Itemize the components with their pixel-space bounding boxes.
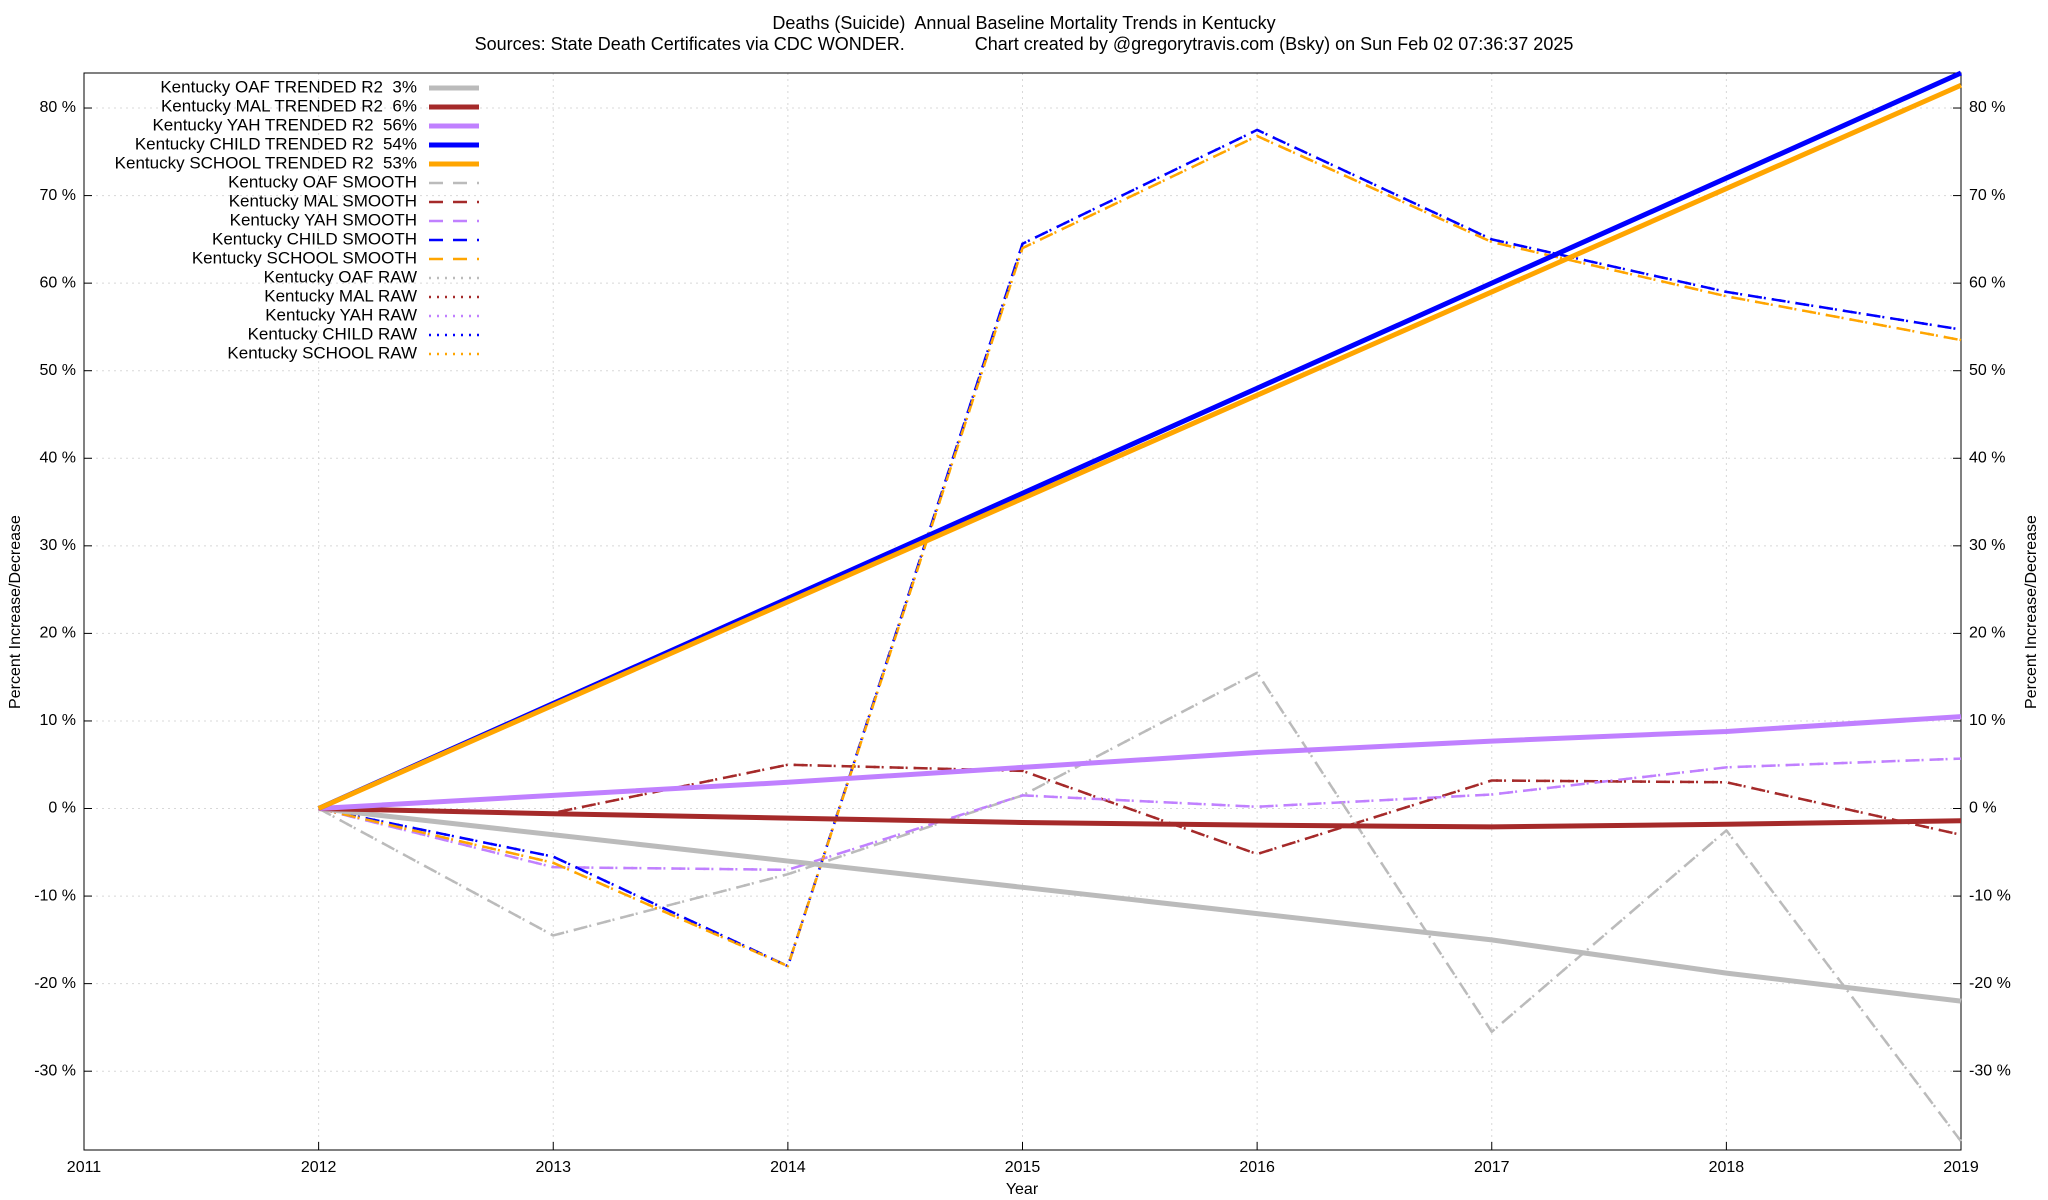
x-tick-label: 2012 bbox=[301, 1159, 337, 1176]
x-tick-label: 2017 bbox=[1474, 1159, 1510, 1176]
y-tick-label: 80 % bbox=[40, 99, 76, 116]
y2-axis-label: Percent Increase/Decrease bbox=[2023, 515, 2040, 709]
y-tick-label: 40 % bbox=[40, 449, 76, 466]
y2-tick-label: 10 % bbox=[1969, 712, 2005, 729]
plot-border bbox=[83, 72, 1962, 1151]
y2-tick-label: 70 % bbox=[1969, 187, 2005, 204]
y-tick-label: -30 % bbox=[34, 1062, 76, 1079]
legend-label: Kentucky MAL SMOOTH bbox=[229, 191, 417, 210]
series-line bbox=[318, 806, 1962, 1004]
chart-subtitle: Sources: State Death Certificates via CD… bbox=[475, 34, 1574, 54]
y-axis-label: Percent Increase/Decrease bbox=[7, 515, 24, 709]
x-axis-label: Year bbox=[1006, 1181, 1039, 1198]
chart-title: Deaths (Suicide) Annual Baseline Mortali… bbox=[772, 13, 1275, 33]
legend-label: Kentucky OAF RAW bbox=[264, 267, 417, 286]
y-tick-label: 70 % bbox=[40, 187, 76, 204]
y2-tick-label: 60 % bbox=[1969, 274, 2005, 291]
series-line bbox=[318, 128, 1962, 968]
series-line bbox=[318, 806, 1962, 830]
y-tick-label: 0 % bbox=[48, 800, 76, 817]
legend-label: Kentucky SCHOOL TRENDED R2 53% bbox=[115, 153, 417, 172]
legend-label: Kentucky OAF TRENDED R2 3% bbox=[160, 77, 417, 96]
series-line bbox=[318, 757, 1962, 872]
series-line bbox=[318, 671, 1962, 1142]
x-tick-label: 2011 bbox=[67, 1159, 102, 1176]
y2-tick-label: -30 % bbox=[1969, 1062, 2011, 1079]
y2-tick-label: 0 % bbox=[1969, 800, 1997, 817]
legend-label: Kentucky CHILD TRENDED R2 54% bbox=[135, 134, 417, 153]
legend-label: Kentucky CHILD RAW bbox=[248, 324, 417, 343]
y-tick-label: 30 % bbox=[40, 537, 76, 554]
legend-label: Kentucky YAH TRENDED R2 56% bbox=[152, 115, 417, 134]
series-line bbox=[318, 763, 1962, 856]
x-tick-label: 2013 bbox=[535, 1159, 571, 1176]
legend-label: Kentucky MAL TRENDED R2 6% bbox=[161, 96, 417, 115]
legend-label: Kentucky OAF SMOOTH bbox=[228, 172, 417, 191]
legend-label: Kentucky SCHOOL RAW bbox=[227, 343, 417, 362]
x-tick-label: 2019 bbox=[1943, 1159, 1979, 1176]
y-tick-label: 50 % bbox=[40, 362, 76, 379]
legend-label: Kentucky CHILD SMOOTH bbox=[212, 229, 417, 248]
y2-tick-label: 30 % bbox=[1969, 537, 2005, 554]
legend-label: Kentucky MAL RAW bbox=[264, 286, 417, 305]
series-line bbox=[318, 763, 1962, 856]
x-tick-label: 2015 bbox=[1005, 1159, 1041, 1176]
y2-tick-label: 40 % bbox=[1969, 449, 2005, 466]
y2-tick-label: 50 % bbox=[1969, 362, 2005, 379]
y-tick-label: 20 % bbox=[40, 625, 76, 642]
y2-tick-label: -20 % bbox=[1969, 975, 2011, 992]
legend-label: Kentucky YAH RAW bbox=[265, 305, 417, 324]
y2-tick-label: 20 % bbox=[1969, 625, 2005, 642]
legend-label: Kentucky YAH SMOOTH bbox=[230, 210, 417, 229]
y-tick-label: -10 % bbox=[34, 887, 76, 904]
x-tick-label: 2014 bbox=[770, 1159, 806, 1176]
y-tick-label: 60 % bbox=[40, 274, 76, 291]
x-tick-label: 2016 bbox=[1239, 1159, 1275, 1176]
y2-tick-label: 80 % bbox=[1969, 99, 2005, 116]
series-line bbox=[317, 82, 1963, 811]
y-tick-label: 10 % bbox=[40, 712, 76, 729]
y-tick-label: -20 % bbox=[34, 975, 76, 992]
legend-label: Kentucky SCHOOL SMOOTH bbox=[192, 248, 417, 267]
x-tick-label: 2018 bbox=[1709, 1159, 1745, 1176]
series-line bbox=[318, 134, 1962, 968]
y2-tick-label: -10 % bbox=[1969, 887, 2011, 904]
series-line bbox=[318, 714, 1962, 812]
